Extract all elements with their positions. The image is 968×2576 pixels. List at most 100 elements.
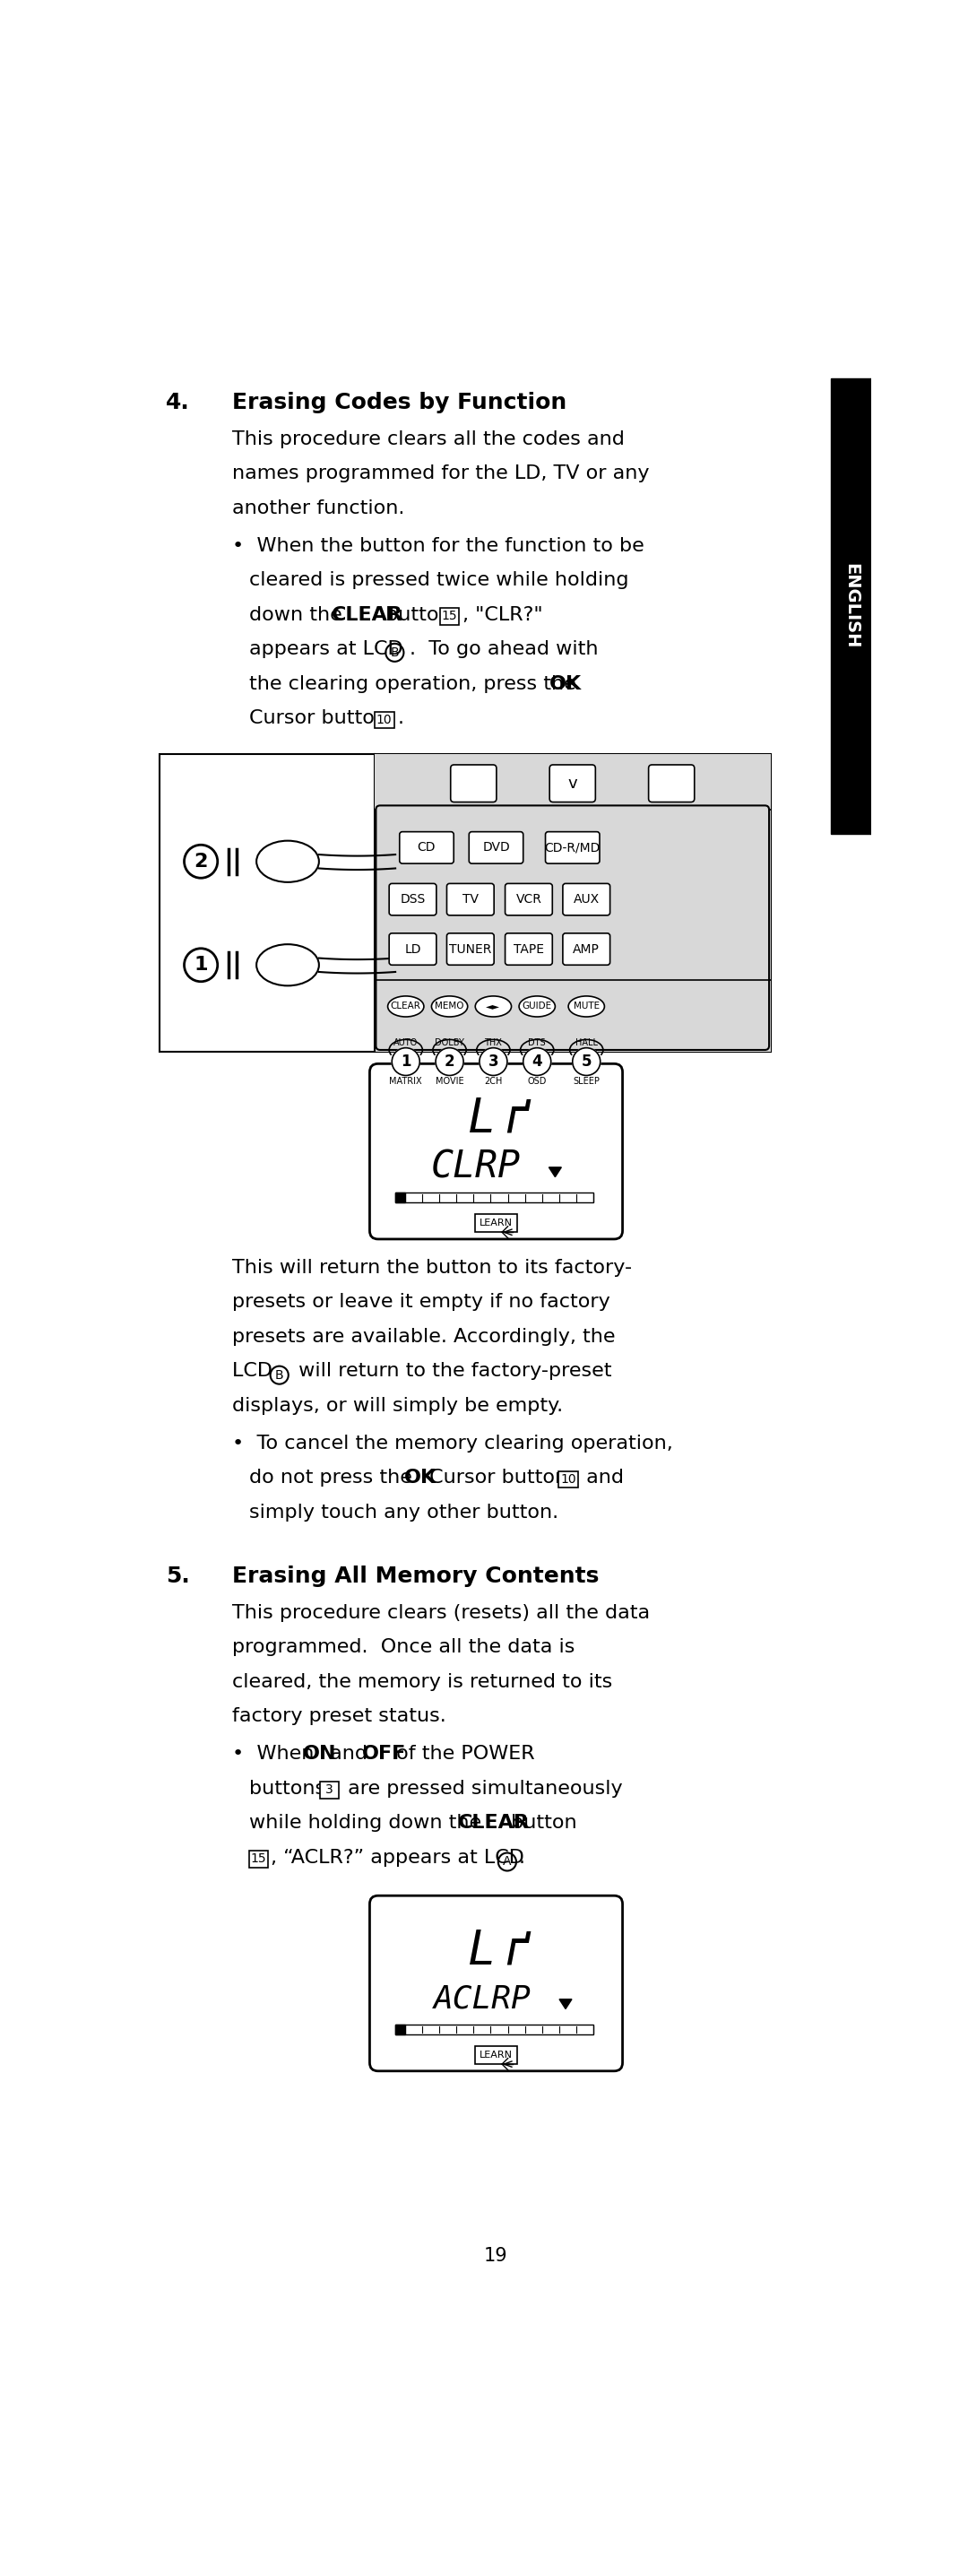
FancyBboxPatch shape bbox=[447, 933, 494, 966]
Text: 2CH: 2CH bbox=[484, 1077, 502, 1084]
Text: Cursor button: Cursor button bbox=[423, 1468, 574, 1486]
Text: names programmed for the LD, TV or any: names programmed for the LD, TV or any bbox=[232, 464, 650, 482]
Text: and: and bbox=[324, 1744, 375, 1762]
Text: button: button bbox=[378, 605, 457, 623]
Text: TUNER: TUNER bbox=[449, 943, 492, 956]
Text: Erasing Codes by Function: Erasing Codes by Function bbox=[232, 392, 566, 415]
FancyBboxPatch shape bbox=[505, 884, 553, 914]
FancyBboxPatch shape bbox=[562, 933, 610, 966]
FancyBboxPatch shape bbox=[389, 884, 437, 914]
Text: of the POWER: of the POWER bbox=[390, 1744, 534, 1762]
Ellipse shape bbox=[432, 997, 468, 1018]
Text: LCD: LCD bbox=[232, 1363, 279, 1381]
Text: DOLBY: DOLBY bbox=[435, 1038, 465, 1046]
Text: LD: LD bbox=[405, 943, 421, 956]
FancyBboxPatch shape bbox=[400, 832, 454, 863]
Text: Cursor button: Cursor button bbox=[250, 708, 394, 726]
Text: 2: 2 bbox=[444, 1054, 455, 1069]
FancyBboxPatch shape bbox=[389, 933, 437, 966]
Bar bbox=[395, 1193, 593, 1203]
Text: 10: 10 bbox=[560, 1473, 576, 1486]
FancyBboxPatch shape bbox=[370, 1896, 622, 2071]
Text: presets are available. Accordingly, the: presets are available. Accordingly, the bbox=[232, 1327, 616, 1345]
Text: ENGLISH: ENGLISH bbox=[842, 564, 860, 649]
Text: MOVIE: MOVIE bbox=[436, 1077, 464, 1084]
Text: VCR: VCR bbox=[516, 894, 542, 907]
Text: DSS: DSS bbox=[400, 894, 425, 907]
Text: cleared, the memory is returned to its: cleared, the memory is returned to its bbox=[232, 1672, 613, 1690]
Text: OSD: OSD bbox=[528, 1077, 547, 1084]
FancyBboxPatch shape bbox=[559, 1471, 578, 1486]
Bar bbox=[375, 755, 771, 1051]
FancyBboxPatch shape bbox=[505, 933, 553, 966]
Text: ACLRP: ACLRP bbox=[434, 1984, 530, 2014]
Text: programmed.  Once all the data is: programmed. Once all the data is bbox=[232, 1638, 575, 1656]
Bar bbox=[395, 2025, 405, 2035]
Text: 2: 2 bbox=[194, 853, 208, 871]
Text: SLEEP: SLEEP bbox=[573, 1077, 600, 1084]
Text: Erasing All Memory Contents: Erasing All Memory Contents bbox=[232, 1566, 599, 1587]
Text: will return to the factory-preset: will return to the factory-preset bbox=[292, 1363, 612, 1381]
Text: .: . bbox=[398, 708, 404, 726]
FancyBboxPatch shape bbox=[550, 765, 595, 801]
Text: MEMO: MEMO bbox=[435, 1002, 464, 1010]
Bar bbox=[395, 1193, 405, 1203]
Circle shape bbox=[572, 1048, 600, 1074]
Circle shape bbox=[523, 1048, 551, 1074]
Text: LEARN: LEARN bbox=[479, 2050, 513, 2061]
Text: •  To cancel the memory clearing operation,: • To cancel the memory clearing operatio… bbox=[232, 1435, 673, 1453]
Bar bbox=[831, 379, 871, 835]
Ellipse shape bbox=[475, 997, 511, 1018]
Text: MUTE: MUTE bbox=[573, 1002, 599, 1010]
FancyBboxPatch shape bbox=[249, 1850, 268, 1868]
FancyBboxPatch shape bbox=[376, 806, 770, 1051]
Text: 15: 15 bbox=[441, 611, 458, 623]
Text: This will return the button to its factory-: This will return the button to its facto… bbox=[232, 1260, 632, 1275]
Text: appears at LCD: appears at LCD bbox=[250, 641, 409, 659]
Text: ґ: ґ bbox=[502, 1927, 531, 1973]
FancyBboxPatch shape bbox=[447, 884, 494, 914]
Text: This procedure clears (resets) all the data: This procedure clears (resets) all the d… bbox=[232, 1605, 650, 1620]
Circle shape bbox=[436, 1048, 464, 1074]
Text: ON: ON bbox=[303, 1744, 337, 1762]
Text: buttons: buttons bbox=[250, 1780, 332, 1798]
Text: 4: 4 bbox=[531, 1054, 542, 1069]
Bar bbox=[395, 2025, 593, 2035]
Text: OK: OK bbox=[550, 675, 582, 693]
Text: .  To go ahead with: . To go ahead with bbox=[409, 641, 598, 659]
FancyBboxPatch shape bbox=[370, 1064, 622, 1239]
Text: while holding down the: while holding down the bbox=[250, 1814, 488, 1832]
Text: DVD: DVD bbox=[482, 842, 510, 853]
Text: MATRIX: MATRIX bbox=[389, 1077, 422, 1084]
Ellipse shape bbox=[568, 997, 604, 1018]
Text: 10: 10 bbox=[377, 714, 392, 726]
Text: TV: TV bbox=[463, 894, 478, 907]
Text: factory preset status.: factory preset status. bbox=[232, 1708, 446, 1726]
FancyBboxPatch shape bbox=[475, 2045, 517, 2063]
Text: CLRP: CLRP bbox=[431, 1149, 520, 1185]
Text: L: L bbox=[468, 1095, 497, 1141]
Text: 15: 15 bbox=[251, 1852, 266, 1865]
Text: OFF: OFF bbox=[362, 1744, 407, 1762]
Text: and: and bbox=[580, 1468, 624, 1486]
Text: B: B bbox=[275, 1368, 284, 1381]
Text: AUTO: AUTO bbox=[394, 1038, 418, 1046]
Text: 5: 5 bbox=[581, 1054, 591, 1069]
Text: CD: CD bbox=[417, 842, 436, 853]
Text: 19: 19 bbox=[484, 2246, 508, 2264]
Text: 3: 3 bbox=[325, 1783, 333, 1795]
Ellipse shape bbox=[388, 997, 424, 1018]
Text: , “ACLR?” appears at LCD: , “ACLR?” appears at LCD bbox=[270, 1850, 530, 1868]
Text: CLEAR: CLEAR bbox=[391, 1002, 421, 1010]
FancyBboxPatch shape bbox=[649, 765, 694, 801]
Text: THX: THX bbox=[484, 1038, 502, 1046]
Text: B: B bbox=[390, 647, 399, 659]
Circle shape bbox=[479, 1048, 507, 1074]
Text: displays, or will simply be empty.: displays, or will simply be empty. bbox=[232, 1396, 563, 1414]
FancyBboxPatch shape bbox=[375, 711, 394, 729]
Text: are pressed simultaneously: are pressed simultaneously bbox=[341, 1780, 622, 1798]
FancyBboxPatch shape bbox=[545, 832, 599, 863]
Bar bbox=[159, 755, 771, 1051]
Text: .: . bbox=[518, 1850, 525, 1868]
Ellipse shape bbox=[519, 997, 555, 1018]
